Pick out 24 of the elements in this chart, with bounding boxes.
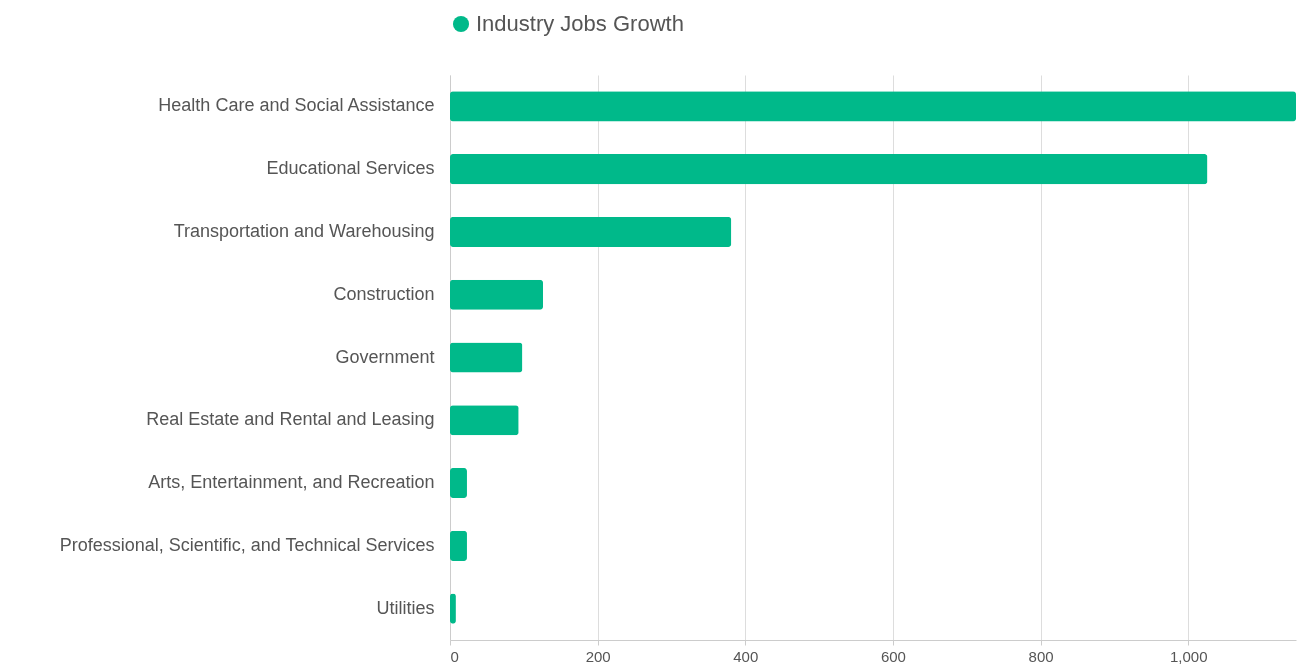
y-tick-label: Educational Services [266, 158, 435, 179]
x-tick-label: 200 [585, 647, 611, 665]
y-tick-label: Government [335, 346, 435, 367]
bar [450, 279, 544, 310]
legend-label: Industry Jobs Growth [476, 11, 684, 36]
y-tick-label: Health Care and Social Assistance [158, 95, 435, 116]
bar [450, 342, 523, 373]
y-tick-label: Construction [333, 283, 435, 304]
y-tick-label: Utilities [376, 597, 435, 618]
x-tick-label: 600 [880, 647, 906, 665]
bar [450, 216, 732, 248]
y-tick-label: Professional, Scientific, and Technical Services [59, 534, 435, 555]
bar [450, 405, 519, 436]
bar [450, 91, 1296, 122]
x-tick-label: 1,000 [1169, 647, 1208, 665]
bar [450, 467, 467, 499]
x-tick-label: 400 [733, 647, 759, 665]
y-tick-label: Arts, Entertainment, and Recreation [148, 472, 435, 493]
y-tick-label: Real Estate and Rental and Leasing [146, 409, 435, 430]
bar [450, 530, 467, 561]
x-tick-label: 800 [1028, 647, 1054, 665]
y-tick-label: Transportation and Warehousing [173, 220, 435, 241]
x-tick-label: 0 [450, 647, 459, 665]
bar [450, 154, 1208, 185]
